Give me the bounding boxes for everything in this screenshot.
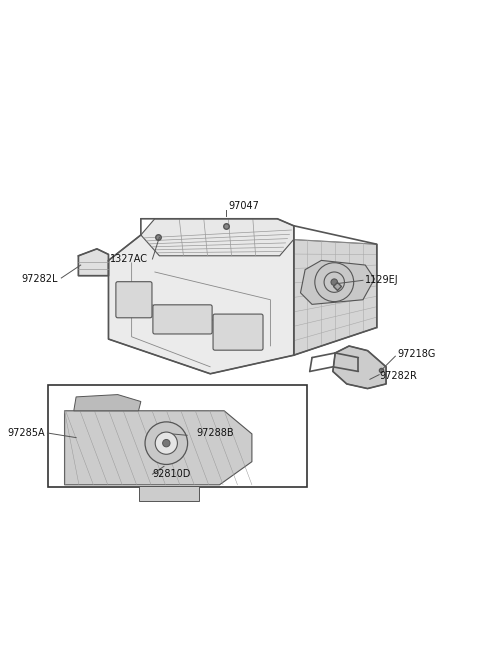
- FancyBboxPatch shape: [213, 314, 263, 350]
- Circle shape: [145, 422, 188, 464]
- Polygon shape: [141, 219, 294, 256]
- FancyBboxPatch shape: [153, 305, 212, 334]
- Polygon shape: [294, 240, 377, 355]
- Text: 97285A: 97285A: [7, 428, 45, 438]
- Circle shape: [155, 432, 178, 455]
- Text: 1327AC: 1327AC: [110, 254, 148, 264]
- Circle shape: [331, 279, 337, 286]
- Text: 97218G: 97218G: [397, 349, 436, 360]
- Polygon shape: [108, 235, 294, 374]
- Text: 92810D: 92810D: [153, 469, 191, 479]
- Polygon shape: [64, 411, 252, 485]
- Polygon shape: [300, 261, 374, 305]
- Circle shape: [163, 440, 170, 447]
- Text: 97282L: 97282L: [21, 274, 58, 284]
- Polygon shape: [78, 249, 108, 276]
- Text: 97288B: 97288B: [196, 428, 234, 438]
- Text: 1129EJ: 1129EJ: [365, 275, 399, 286]
- FancyBboxPatch shape: [116, 282, 152, 318]
- Bar: [139, 486, 199, 501]
- Polygon shape: [333, 346, 386, 388]
- Text: 97282R: 97282R: [379, 371, 417, 381]
- Text: 97047: 97047: [229, 201, 260, 212]
- Bar: [48, 385, 307, 487]
- Polygon shape: [74, 394, 141, 411]
